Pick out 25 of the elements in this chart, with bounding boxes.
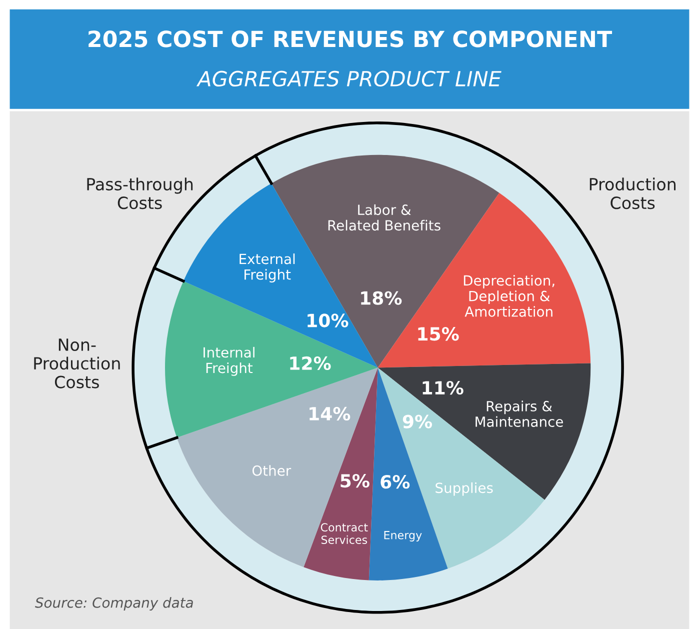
text: Pass-through Costs [87,178,193,210]
slice-label: Energy [384,531,422,542]
slice-label: Labor & Related Benefits [328,204,440,231]
pie-slice [378,363,591,500]
data-label: 11% [422,380,464,395]
text: Production Costs [590,178,676,210]
slice-label: Contract Services [320,523,368,544]
data-label: 14% [310,406,350,421]
slice-label: Supplies [436,482,493,496]
slice-label: Repairs & Maintenance [476,400,563,427]
data-label: 10% [308,314,348,328]
slice-label: Depreciation, Depletion & Amortization [464,274,554,317]
chart-title: 2025 COST OF REVENUES BY COMPONENT [88,30,612,48]
data-label: 5% [340,474,370,488]
data-label: 12% [290,356,331,370]
slice-label: Internal Freight [204,346,254,376]
slice-label: Other [252,465,292,476]
chart-subtitle: AGGREGATES PRODUCT LINE [196,70,502,87]
text: Non- Production Costs [34,338,120,388]
data-label: 18% [361,291,402,305]
data-label: 15% [418,327,459,341]
source-note: Source: Company data [35,597,193,611]
data-label: 6% [380,475,410,489]
slice-label: External Freight [240,253,295,282]
data-label: 9% [402,414,432,428]
